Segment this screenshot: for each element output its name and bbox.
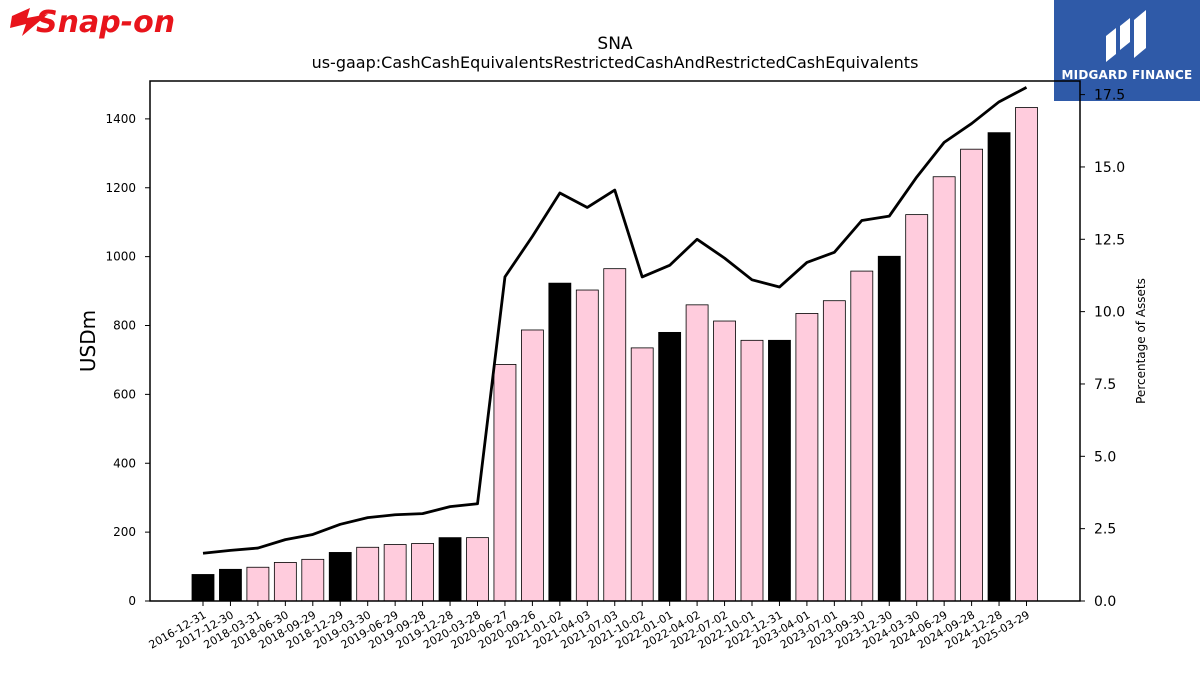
chart-title: SNA (597, 34, 633, 54)
y2-axis: 0.0 2.5 5.0 7.5 10.0 12.5 15.0 17.5 (1080, 88, 1125, 610)
y-tick-label: 400 (113, 456, 136, 470)
y2-tick-label: 2.5 (1094, 522, 1116, 538)
y2-tick-label: 7.5 (1094, 377, 1116, 393)
bar-2019-12-28 (438, 537, 462, 602)
bar-2024-12-28 (987, 132, 1011, 602)
bar-2021-07-03 (603, 268, 627, 602)
bar-2019-09-28 (411, 543, 435, 602)
bar-2019-06-29 (383, 544, 407, 602)
bar-2022-10-01 (740, 339, 764, 602)
bar-2017-12-30 (219, 568, 242, 602)
midgard-finance-logo: MIDGARD FINANCE (1054, 0, 1200, 101)
bar-2020-06-27 (493, 364, 517, 602)
y-tick-label: 1400 (105, 112, 136, 126)
y2-tick-label: 17.5 (1094, 88, 1125, 104)
bar-2024-03-30 (905, 214, 929, 602)
bar-2020-09-26 (521, 329, 544, 602)
bar-2024-09-28 (960, 148, 983, 602)
y2-tick-label: 10.0 (1094, 305, 1125, 321)
bar-2021-10-02 (630, 347, 654, 602)
bar-series (191, 107, 1038, 602)
bar-2024-06-29 (932, 176, 956, 602)
y2-tick-label: 12.5 (1094, 232, 1125, 248)
y-tick-label: 200 (113, 525, 136, 539)
svg-text:Snap-on: Snap-on (36, 5, 175, 40)
y-tick-label: 1200 (105, 181, 136, 195)
chart-subtitle: us-gaap:CashCashEquivalentsRestrictedCas… (312, 53, 919, 72)
bar-2018-06-30 (273, 562, 297, 602)
snap-on-logo: Snap-on (8, 2, 184, 42)
y2-tick-label: 0.0 (1094, 594, 1116, 610)
bar-2022-12-31 (768, 339, 791, 602)
bar-2022-07-02 (713, 320, 736, 602)
percentage-of-assets-line (202, 86, 1028, 555)
y2-axis-label: Percentage of Assets (1134, 278, 1148, 404)
y-axis-label: USDm (76, 310, 100, 372)
x-axis: 2016-12-312017-12-302018-03-312018-06-30… (147, 601, 1032, 652)
bar-2022-01-01 (658, 331, 682, 602)
bar-2020-03-28 (466, 537, 489, 602)
y2-tick-label: 5.0 (1094, 449, 1116, 465)
bar-2019-03-30 (356, 546, 380, 602)
bar-2023-07-01 (822, 300, 846, 602)
y2-tick-label: 15.0 (1094, 160, 1125, 176)
bar-2023-12-30 (877, 255, 901, 602)
y-tick-label: 0 (128, 594, 136, 608)
bar-2018-09-29 (301, 558, 325, 602)
bar-2023-09-30 (850, 270, 874, 602)
midgard-finance-name: MIDGARD FINANCE (1061, 68, 1193, 82)
bar-2016-12-31 (191, 574, 215, 602)
line-series (202, 86, 1028, 555)
bar-2022-04-02 (685, 304, 709, 602)
bar-2018-03-31 (246, 566, 270, 602)
bar-2021-04-03 (575, 289, 599, 602)
y-tick-label: 800 (113, 319, 136, 333)
bar-2021-01-02 (548, 282, 572, 602)
y-axis: 0 200 400 600 800 1000 1200 1400 (105, 112, 150, 608)
y-tick-label: 1000 (105, 250, 136, 264)
bar-2025-03-29 (1015, 107, 1038, 602)
y-tick-label: 600 (113, 387, 136, 401)
bar-2018-12-29 (328, 552, 352, 602)
bar-2023-04-01 (795, 313, 819, 602)
